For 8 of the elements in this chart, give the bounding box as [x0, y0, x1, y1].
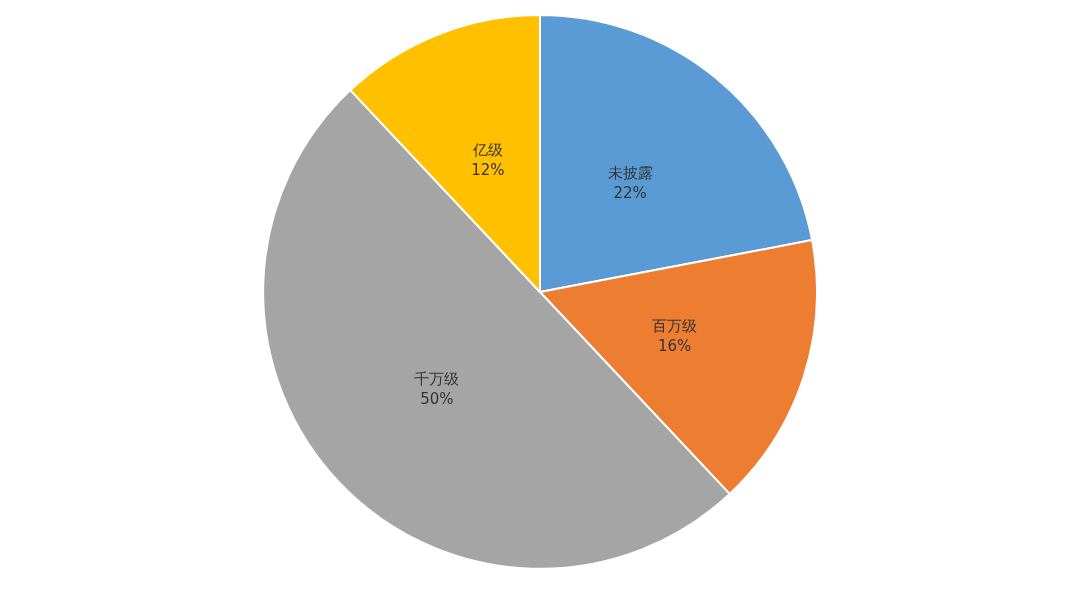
- slice-label: 百万级: [652, 316, 698, 335]
- data-label: 12%: [471, 161, 505, 180]
- slice-label: 亿级: [471, 141, 503, 160]
- slice-label: 未披露: [607, 163, 653, 182]
- data-label: 22%: [613, 183, 647, 202]
- data-label: 50%: [420, 389, 454, 408]
- data-label: 16%: [657, 336, 692, 355]
- slice-label: 千万级: [414, 369, 460, 388]
